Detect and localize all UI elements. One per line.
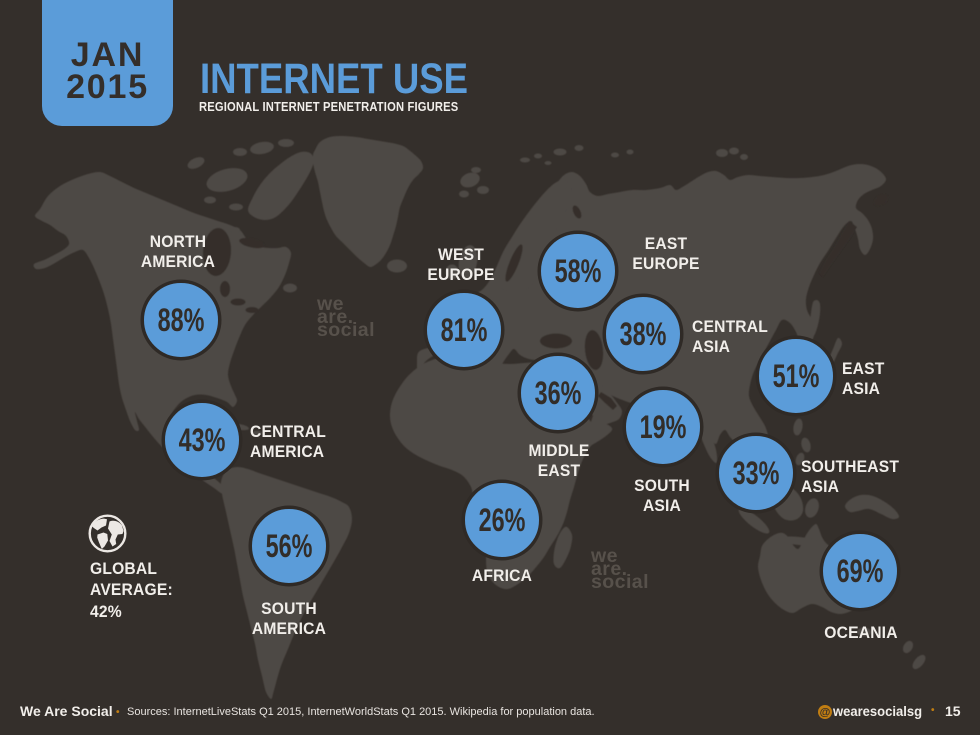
svg-text:@: @	[820, 707, 831, 719]
